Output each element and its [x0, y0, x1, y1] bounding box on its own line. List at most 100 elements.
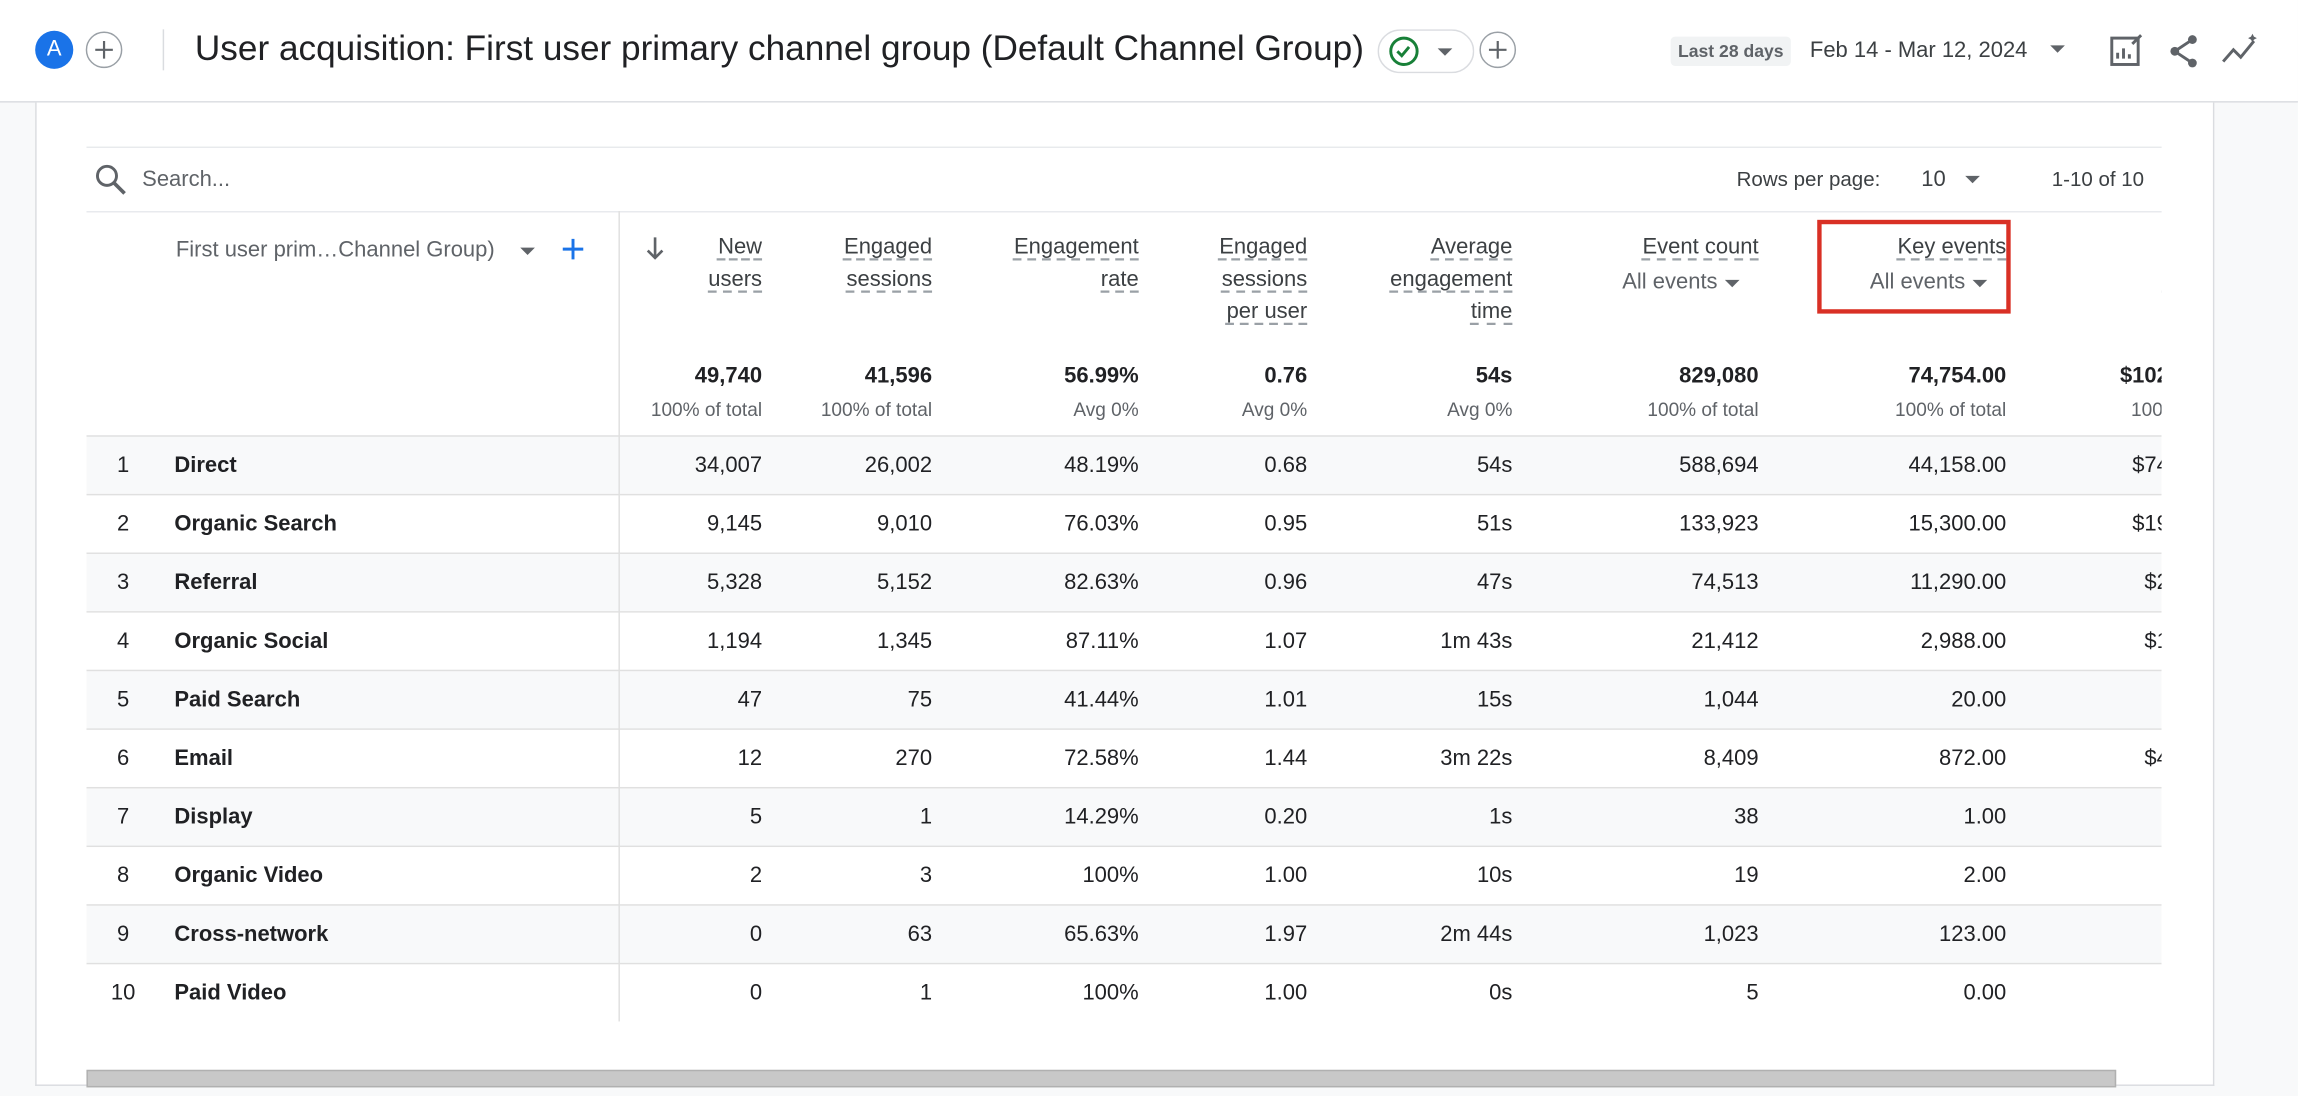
rows-per-page-label: Rows per page:	[1736, 167, 1881, 191]
channel-name: Referral	[174, 570, 258, 595]
metric-value: $74,735.00	[2132, 452, 2161, 478]
metric-value: 0	[749, 980, 763, 1006]
date-range[interactable]: Feb 14 - Mar 12, 2024	[1809, 38, 2028, 64]
table-row	[86, 728, 2162, 789]
metric-value: 14.29%	[1064, 804, 1139, 830]
metric-value: 87.11%	[1065, 628, 1139, 654]
search-icon[interactable]	[94, 163, 129, 198]
avatar[interactable]: A	[35, 30, 74, 69]
column-header-cell: Engagement rate	[846, 232, 1139, 296]
metric-value: 12	[737, 745, 763, 771]
metric-value: 100%	[1082, 980, 1139, 1006]
channel-name: Paid Video	[174, 980, 287, 1006]
date-dropdown-arrow[interactable]	[2047, 41, 2070, 59]
column-header[interactable]: Average engagement time	[1390, 234, 1513, 324]
metric-value: 100%	[1082, 863, 1139, 889]
pagination: 1-10 of 10	[2051, 167, 2145, 191]
column-header[interactable]: Engaged sessions per user	[1219, 234, 1308, 324]
metric-value: 2m 44s	[1440, 921, 1513, 947]
metric-value: 1	[919, 804, 933, 830]
horizontal-scrollbar[interactable]	[86, 1069, 2117, 1088]
metric-value: 5	[749, 804, 763, 830]
metric-value: 48.19%	[1064, 452, 1139, 478]
row-index: 4	[116, 628, 130, 654]
insights-icon[interactable]	[2220, 32, 2261, 70]
metric-value: 26,002	[864, 452, 933, 478]
add-dimension[interactable]	[560, 234, 586, 271]
metric-value: $1,508.70	[2144, 628, 2161, 654]
dimension-dropdown[interactable]	[517, 242, 538, 268]
total-note: 100% of total	[2130, 398, 2162, 421]
customize-report-icon[interactable]	[2107, 32, 2145, 70]
total-value: 829,080	[1679, 363, 1759, 389]
column-header[interactable]: New users	[708, 234, 763, 292]
channel-name: Paid Search	[174, 687, 301, 713]
row-index: 7	[116, 804, 130, 830]
add-comparison-button[interactable]	[85, 31, 123, 69]
total-note: Avg 0%	[1241, 398, 1308, 421]
total-note: Avg 0%	[1447, 398, 1513, 421]
metric-value: 5	[1746, 980, 1759, 1006]
table-row	[86, 904, 2162, 965]
date-preset[interactable]: Last 28 days	[1670, 36, 1791, 66]
column-header-cell: Engaged sessions per user	[1014, 232, 1307, 329]
row-index: 10	[110, 980, 136, 1006]
sort-arrow[interactable]	[643, 234, 666, 271]
metric-value: 15s	[1476, 687, 1513, 713]
column-header[interactable]: Engaged sessions	[844, 234, 933, 292]
metric-value: $157.70	[1949, 922, 2161, 947]
metric-value: 47	[737, 687, 763, 713]
metric-value: 1,194	[707, 628, 763, 654]
column-header[interactable]: Event count	[1642, 234, 1759, 260]
metric-value: $19,386.90	[2132, 511, 2161, 537]
metric-value: 2	[749, 863, 763, 889]
share-icon[interactable]	[2166, 32, 2204, 70]
divider	[162, 29, 165, 71]
metric-value: 872.00	[1939, 745, 2007, 771]
metric-value: 1.44	[1264, 745, 1308, 771]
status-dropdown[interactable]	[1377, 29, 1475, 74]
column-header[interactable]: Key events	[1897, 234, 2007, 260]
metric-filter[interactable]: All events	[1869, 269, 1966, 295]
table-row	[86, 786, 2162, 848]
column-header-cell: Average engagement time	[1219, 232, 1512, 329]
metric-value: 54s	[1476, 452, 1513, 478]
metric-value: 1s	[1489, 804, 1513, 830]
metric-value: $0.00	[1949, 687, 2161, 712]
metric-value: 0.68	[1264, 452, 1308, 478]
metric-value: 1,044	[1703, 687, 1759, 713]
metric-filter-arrow[interactable]	[1970, 274, 1991, 300]
dimension-header[interactable]: First user prim…Channel Group)	[175, 237, 495, 263]
row-index: 8	[116, 863, 130, 889]
metric-filter[interactable]: All events	[1622, 269, 1718, 295]
total-value: 41,596	[864, 363, 933, 389]
metric-value: 1.97	[1264, 921, 1308, 947]
metric-value: $4,221.70	[2144, 745, 2161, 771]
metric-value: 8,409	[1703, 745, 1759, 771]
metric-value: 10s	[1476, 863, 1513, 889]
table-row	[86, 552, 2162, 613]
metric-value: 1m 43s	[1440, 628, 1513, 654]
column-header[interactable]: Engagement rate	[1014, 234, 1139, 292]
channel-name: Organic Video	[174, 863, 324, 889]
table-row	[86, 845, 2162, 906]
metric-value: 3	[919, 863, 933, 889]
total-value: 54s	[1475, 363, 1513, 389]
metric-value: 1.00	[1963, 804, 2007, 830]
metric-value: 65.63%	[1064, 921, 1139, 947]
metric-filter-arrow[interactable]	[1722, 274, 1743, 300]
metric-value: $0.00	[1949, 805, 2161, 830]
metric-value: 34,007	[694, 452, 763, 478]
metric-value: 0s	[1489, 980, 1513, 1006]
rows-per-page-arrow[interactable]	[1962, 171, 1985, 189]
metric-value: 0.00	[1963, 980, 2007, 1006]
column-header-cell: New users	[469, 232, 762, 296]
search-input[interactable]: Search...	[142, 167, 231, 192]
column-header[interactable]: Total revenue	[2154, 232, 2161, 296]
table-row	[86, 435, 2162, 496]
metric-value: 9,010	[877, 511, 933, 537]
add-button[interactable]	[1479, 31, 1517, 69]
metric-value: 1.01	[1264, 687, 1308, 713]
metric-value: 74,513	[1691, 570, 1759, 595]
rows-per-page-select[interactable]: 10	[1921, 167, 1946, 192]
